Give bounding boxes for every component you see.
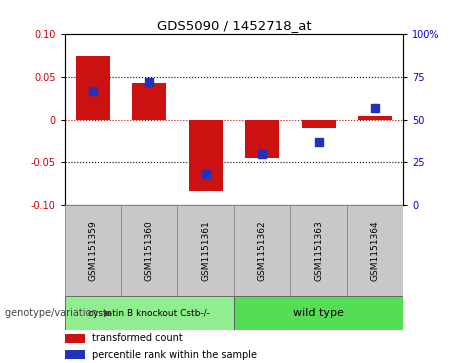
Bar bbox=[65, 350, 85, 359]
Point bbox=[202, 171, 209, 177]
Bar bbox=[65, 334, 85, 343]
Bar bbox=[65, 205, 121, 296]
Text: GSM1151364: GSM1151364 bbox=[371, 220, 380, 281]
Text: genotype/variation  ▶: genotype/variation ▶ bbox=[5, 308, 111, 318]
Text: cystatin B knockout Cstb-/-: cystatin B knockout Cstb-/- bbox=[89, 309, 210, 318]
Bar bbox=[76, 56, 110, 120]
Point bbox=[259, 151, 266, 157]
Bar bbox=[245, 120, 279, 158]
Bar bbox=[347, 205, 403, 296]
Text: percentile rank within the sample: percentile rank within the sample bbox=[92, 350, 257, 360]
Text: wild type: wild type bbox=[293, 308, 344, 318]
Title: GDS5090 / 1452718_at: GDS5090 / 1452718_at bbox=[157, 19, 311, 32]
Bar bbox=[358, 115, 392, 120]
Bar bbox=[189, 120, 223, 191]
Bar bbox=[121, 205, 177, 296]
Bar bbox=[301, 120, 336, 129]
Point bbox=[372, 105, 379, 111]
Bar bbox=[177, 205, 234, 296]
Bar bbox=[65, 296, 234, 330]
Text: GSM1151361: GSM1151361 bbox=[201, 220, 210, 281]
Bar bbox=[132, 83, 166, 120]
Text: transformed count: transformed count bbox=[92, 334, 183, 343]
Bar bbox=[290, 205, 347, 296]
Bar bbox=[234, 296, 403, 330]
Bar bbox=[234, 205, 290, 296]
Point bbox=[89, 88, 96, 94]
Point bbox=[315, 139, 322, 145]
Text: GSM1151363: GSM1151363 bbox=[314, 220, 323, 281]
Text: GSM1151359: GSM1151359 bbox=[88, 220, 97, 281]
Text: GSM1151360: GSM1151360 bbox=[145, 220, 154, 281]
Text: GSM1151362: GSM1151362 bbox=[258, 220, 267, 281]
Point bbox=[146, 79, 153, 85]
